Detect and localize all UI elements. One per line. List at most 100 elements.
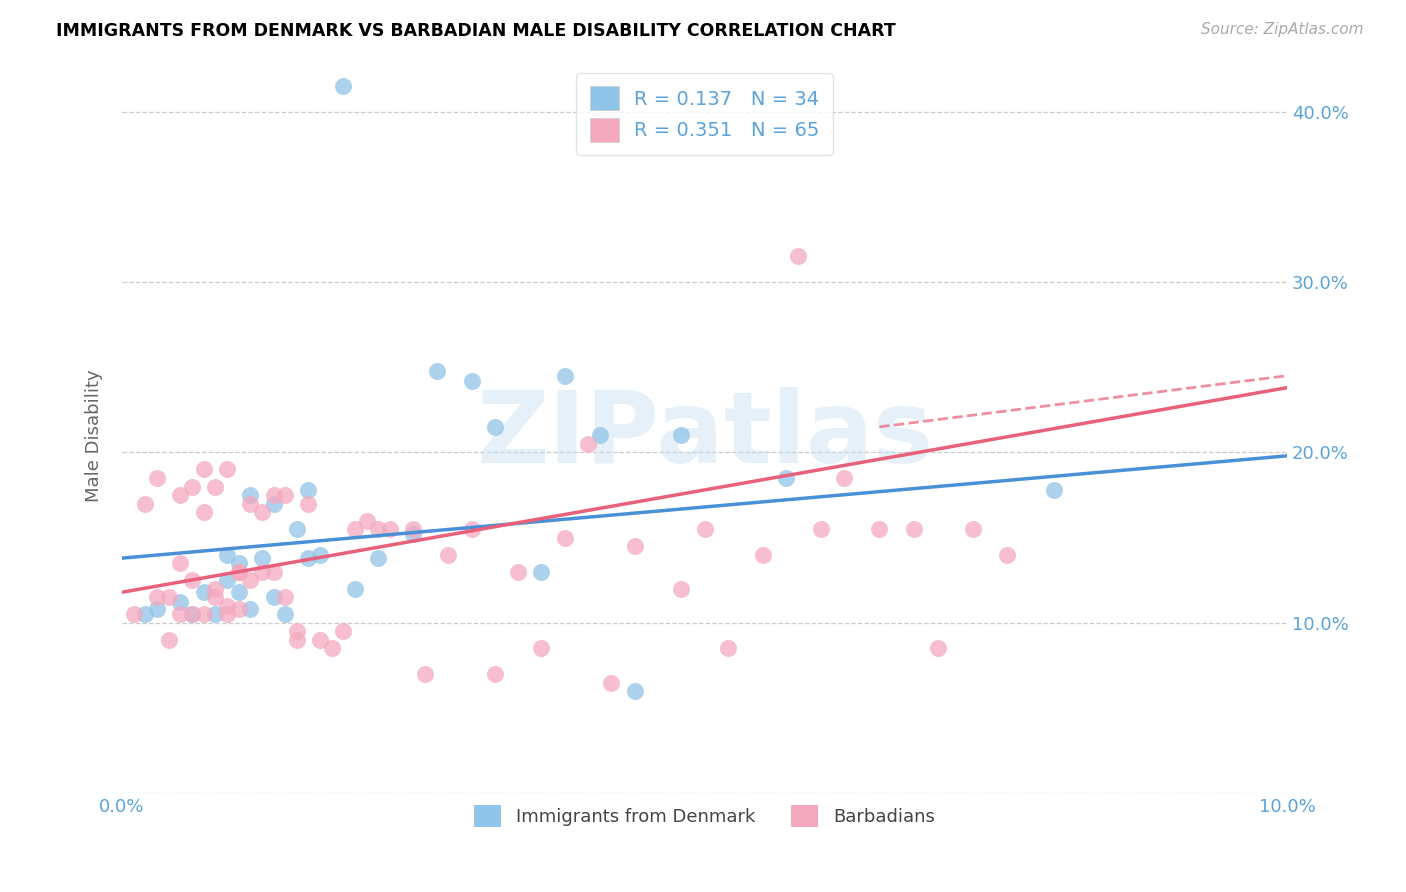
Point	[193, 607, 215, 622]
Point	[181, 479, 204, 493]
Point	[554, 531, 576, 545]
Point	[204, 582, 226, 596]
Point	[332, 78, 354, 93]
Point	[693, 522, 716, 536]
Legend: Immigrants from Denmark, Barbadians: Immigrants from Denmark, Barbadians	[467, 798, 942, 834]
Point	[309, 548, 332, 562]
Point	[285, 632, 308, 647]
Point	[484, 667, 506, 681]
Point	[297, 551, 319, 566]
Point	[332, 624, 354, 639]
Point	[181, 574, 204, 588]
Point	[344, 582, 367, 596]
Point	[378, 522, 401, 536]
Point	[997, 548, 1019, 562]
Point	[600, 675, 623, 690]
Point	[215, 462, 238, 476]
Point	[530, 565, 553, 579]
Point	[274, 591, 297, 605]
Point	[927, 641, 949, 656]
Point	[437, 548, 460, 562]
Point	[215, 607, 238, 622]
Point	[775, 471, 797, 485]
Y-axis label: Male Disability: Male Disability	[86, 369, 103, 501]
Point	[263, 565, 285, 579]
Point	[228, 565, 250, 579]
Point	[484, 420, 506, 434]
Point	[228, 602, 250, 616]
Point	[215, 599, 238, 613]
Point	[250, 565, 273, 579]
Point	[250, 505, 273, 519]
Point	[169, 595, 191, 609]
Point	[309, 632, 332, 647]
Point	[786, 249, 808, 263]
Text: ZIPatlas: ZIPatlas	[477, 387, 934, 483]
Point	[169, 556, 191, 570]
Point	[134, 607, 156, 622]
Point	[146, 471, 169, 485]
Text: Source: ZipAtlas.com: Source: ZipAtlas.com	[1201, 22, 1364, 37]
Point	[193, 505, 215, 519]
Point	[413, 667, 436, 681]
Point	[530, 641, 553, 656]
Point	[671, 428, 693, 442]
Point	[193, 585, 215, 599]
Point	[623, 539, 645, 553]
Text: IMMIGRANTS FROM DENMARK VS BARBADIAN MALE DISABILITY CORRELATION CHART: IMMIGRANTS FROM DENMARK VS BARBADIAN MAL…	[56, 22, 896, 40]
Point	[157, 632, 180, 647]
Point	[122, 607, 145, 622]
Point	[344, 522, 367, 536]
Point	[426, 363, 449, 377]
Point	[460, 374, 482, 388]
Point	[1043, 483, 1066, 497]
Point	[274, 488, 297, 502]
Point	[367, 551, 389, 566]
Point	[228, 556, 250, 570]
Point	[367, 522, 389, 536]
Point	[215, 548, 238, 562]
Point	[193, 462, 215, 476]
Point	[508, 565, 530, 579]
Point	[239, 488, 262, 502]
Point	[146, 591, 169, 605]
Point	[204, 607, 226, 622]
Point	[169, 607, 191, 622]
Point	[228, 565, 250, 579]
Point	[460, 522, 482, 536]
Point	[554, 368, 576, 383]
Point	[321, 641, 343, 656]
Point	[589, 428, 612, 442]
Point	[228, 585, 250, 599]
Point	[834, 471, 856, 485]
Point	[868, 522, 890, 536]
Point	[239, 574, 262, 588]
Point	[250, 551, 273, 566]
Point	[285, 624, 308, 639]
Point	[752, 548, 775, 562]
Point	[356, 514, 378, 528]
Point	[134, 497, 156, 511]
Point	[274, 607, 297, 622]
Point	[204, 479, 226, 493]
Point	[402, 522, 425, 536]
Point	[181, 607, 204, 622]
Point	[576, 437, 599, 451]
Point	[157, 591, 180, 605]
Point	[297, 497, 319, 511]
Point	[239, 497, 262, 511]
Point	[810, 522, 832, 536]
Point	[215, 574, 238, 588]
Point	[671, 582, 693, 596]
Point	[181, 607, 204, 622]
Point	[903, 522, 925, 536]
Point	[717, 641, 740, 656]
Point	[297, 483, 319, 497]
Point	[962, 522, 984, 536]
Point	[402, 527, 425, 541]
Point	[239, 602, 262, 616]
Point	[204, 591, 226, 605]
Point	[623, 684, 645, 698]
Point	[263, 488, 285, 502]
Point	[263, 591, 285, 605]
